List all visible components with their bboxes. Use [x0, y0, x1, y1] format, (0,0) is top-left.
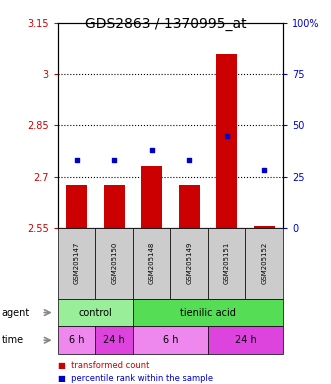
Text: GSM205148: GSM205148: [149, 242, 155, 285]
Text: 6 h: 6 h: [69, 335, 84, 345]
Text: GSM205152: GSM205152: [261, 242, 267, 285]
Text: agent: agent: [2, 308, 30, 318]
Bar: [216, 54, 237, 228]
Text: 24 h: 24 h: [103, 335, 125, 345]
Text: 24 h: 24 h: [235, 335, 257, 345]
Point: [187, 157, 192, 163]
Text: tienilic acid: tienilic acid: [180, 308, 236, 318]
Text: GSM205147: GSM205147: [74, 242, 80, 285]
Bar: [141, 166, 162, 228]
Point: [74, 157, 79, 163]
Point: [112, 157, 117, 163]
Text: GSM205151: GSM205151: [224, 242, 230, 285]
Point: [261, 167, 267, 174]
Text: 6 h: 6 h: [163, 335, 178, 345]
Point: [149, 147, 154, 153]
Text: control: control: [78, 308, 112, 318]
Bar: [104, 185, 124, 228]
Bar: [254, 226, 274, 228]
Text: time: time: [2, 335, 24, 345]
Point: [224, 132, 229, 139]
Text: GSM205149: GSM205149: [186, 242, 192, 285]
Text: GSM205150: GSM205150: [111, 242, 117, 285]
Text: ■  transformed count: ■ transformed count: [58, 361, 149, 370]
Bar: [66, 185, 87, 228]
Text: GDS2863 / 1370995_at: GDS2863 / 1370995_at: [85, 17, 246, 31]
Text: ■  percentile rank within the sample: ■ percentile rank within the sample: [58, 374, 213, 383]
Bar: [179, 185, 200, 228]
